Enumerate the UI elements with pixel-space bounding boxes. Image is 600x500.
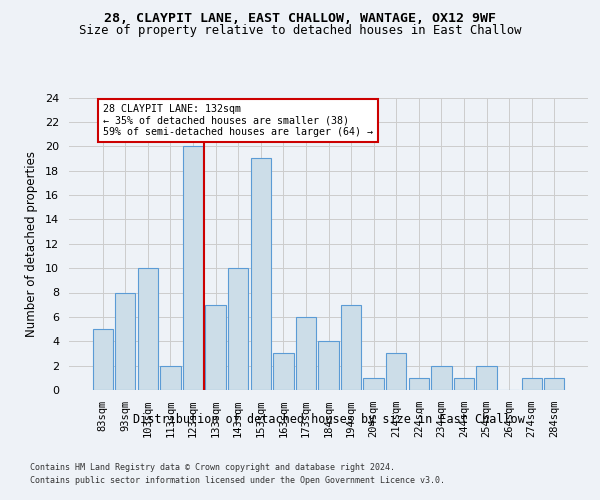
Y-axis label: Number of detached properties: Number of detached properties [25,151,38,337]
Bar [364,378,384,390]
Bar [183,146,203,390]
Bar [386,354,406,390]
Bar [228,268,248,390]
Bar [296,317,316,390]
Bar [431,366,452,390]
Text: Contains public sector information licensed under the Open Government Licence v3: Contains public sector information licen… [30,476,445,485]
Bar [92,329,113,390]
Bar [138,268,158,390]
Bar [319,341,338,390]
Bar [273,354,293,390]
Text: Distribution of detached houses by size in East Challow: Distribution of detached houses by size … [133,412,525,426]
Bar [476,366,497,390]
Bar [251,158,271,390]
Bar [341,304,361,390]
Bar [115,292,136,390]
Text: 28 CLAYPIT LANE: 132sqm
← 35% of detached houses are smaller (38)
59% of semi-de: 28 CLAYPIT LANE: 132sqm ← 35% of detache… [103,104,373,137]
Bar [544,378,565,390]
Bar [205,304,226,390]
Text: Size of property relative to detached houses in East Challow: Size of property relative to detached ho… [79,24,521,37]
Text: 28, CLAYPIT LANE, EAST CHALLOW, WANTAGE, OX12 9WF: 28, CLAYPIT LANE, EAST CHALLOW, WANTAGE,… [104,12,496,26]
Bar [160,366,181,390]
Text: Contains HM Land Registry data © Crown copyright and database right 2024.: Contains HM Land Registry data © Crown c… [30,462,395,471]
Bar [454,378,474,390]
Bar [521,378,542,390]
Bar [409,378,429,390]
